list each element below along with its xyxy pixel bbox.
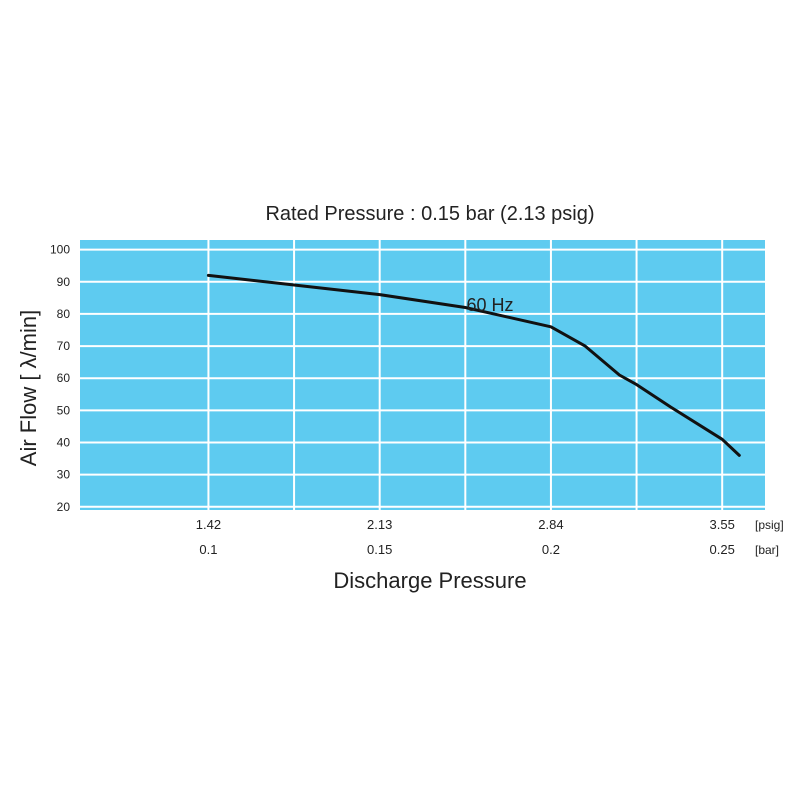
x-tick-label-bar: 0.2 xyxy=(542,542,560,557)
y-tick-labels: 20 30 40 50 60 70 80 90 100 xyxy=(50,243,70,514)
series-label: 60 Hz xyxy=(466,295,513,315)
x-tick-label-bar: 0.25 xyxy=(710,542,735,557)
x-tick-label-psig: 2.13 xyxy=(367,517,392,532)
plot-background xyxy=(80,240,765,510)
x-axis-label: Discharge Pressure xyxy=(333,568,526,593)
y-tick-label: 70 xyxy=(57,339,71,353)
x-tick-label-bar: 0.15 xyxy=(367,542,392,557)
y-tick-label: 50 xyxy=(57,403,71,417)
y-tick-label: 20 xyxy=(57,500,71,514)
x-unit-psig: [psig] xyxy=(755,518,784,532)
y-axis-label: Air Flow [ λ/min] xyxy=(16,310,41,466)
x-tick-labels: 1.42 0.1 2.13 0.15 2.84 0.2 3.55 0.25 xyxy=(196,517,735,557)
x-tick-label-psig: 2.84 xyxy=(538,517,563,532)
y-tick-label: 100 xyxy=(50,243,70,257)
series-line-60hz xyxy=(206,273,741,457)
chart-title: Rated Pressure : 0.15 bar (2.13 psig) xyxy=(265,203,594,225)
y-tick-label: 90 xyxy=(57,275,71,289)
y-tick-label: 80 xyxy=(57,307,71,321)
x-unit-bar: [bar] xyxy=(755,543,779,557)
y-tick-label: 40 xyxy=(57,436,71,450)
x-tick-label-bar: 0.1 xyxy=(199,542,217,557)
x-tick-label-psig: 1.42 xyxy=(196,517,221,532)
plot-area: 60 Hz xyxy=(80,240,765,510)
y-tick-label: 30 xyxy=(57,468,71,482)
y-tick-label: 60 xyxy=(57,371,71,385)
x-tick-label-psig: 3.55 xyxy=(710,517,735,532)
